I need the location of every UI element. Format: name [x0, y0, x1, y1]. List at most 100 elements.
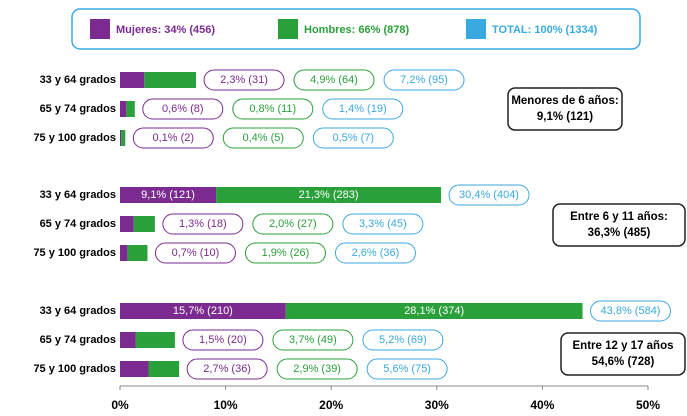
group-box: [507, 87, 623, 131]
legend-swatch: [90, 19, 110, 39]
value-label: 1,4% (19): [339, 103, 387, 115]
value-label: 0,1% (2): [152, 132, 194, 144]
value-label: 2,7% (36): [203, 363, 251, 375]
value-pill: [203, 69, 285, 91]
value-label: 28,1% (374): [404, 305, 464, 317]
bar-segment: [148, 361, 180, 377]
bar-segment: [133, 216, 155, 232]
value-label: 5,2% (69): [379, 334, 427, 346]
bar-segment: [121, 130, 126, 146]
category-label: 33 y 64 grados: [40, 305, 116, 317]
value-label: 1,3% (18): [179, 218, 227, 230]
value-pill: [342, 213, 424, 235]
value-pill: [186, 358, 268, 380]
legend-box: [71, 8, 641, 50]
value-pill: [142, 98, 224, 120]
group-box: [552, 203, 686, 247]
value-pill: [252, 213, 334, 235]
bar-segment: [127, 245, 148, 261]
category-label: 75 y 100 grados: [33, 247, 116, 259]
bar-segment: [216, 187, 442, 203]
value-label: 43,8% (584): [601, 305, 661, 317]
category-label: 33 y 64 grados: [40, 189, 116, 201]
category-label: 33 y 64 grados: [40, 74, 116, 86]
legend-swatch: [278, 19, 298, 39]
value-pill: [366, 358, 448, 380]
value-label: 7,2% (95): [400, 74, 448, 86]
value-pill: [222, 127, 304, 149]
value-pill: [362, 329, 444, 351]
value-label: 0,7% (10): [172, 247, 220, 259]
value-label: 30,4% (404): [459, 189, 519, 201]
value-pill: [334, 242, 416, 264]
value-pill: [154, 242, 236, 264]
bar-segment: [120, 72, 145, 88]
value-pill: [322, 98, 404, 120]
bar-segment: [126, 101, 135, 117]
value-pill: [272, 329, 354, 351]
value-label: 2,0% (27): [269, 218, 317, 230]
x-tick-label: 30%: [425, 398, 449, 412]
value-label: 1,9% (26): [262, 247, 310, 259]
value-label: 3,7% (49): [289, 334, 337, 346]
value-pill: [590, 300, 672, 322]
bar-segment: [120, 216, 134, 232]
group-box: [560, 332, 686, 376]
value-label: 21,3% (283): [299, 189, 359, 201]
group-name: Entre 6 y 11 años:: [570, 211, 668, 223]
x-tick-label: 50%: [636, 398, 660, 412]
value-label: 2,6% (36): [352, 247, 400, 259]
group-label: 54,6% (728): [592, 356, 655, 368]
x-tick-label: 20%: [319, 398, 343, 412]
bar-segment: [120, 245, 128, 261]
bar-segment: [135, 332, 175, 348]
value-label: 0,5% (7): [332, 132, 374, 144]
category-label: 75 y 100 grados: [33, 132, 116, 144]
group-label: 9,1% (121): [537, 111, 593, 123]
group-label: 36,3% (485): [588, 227, 651, 239]
bar-segment: [120, 101, 127, 117]
value-pill: [244, 242, 326, 264]
value-label: 2,9% (39): [293, 363, 341, 375]
value-label: 2,3% (31): [220, 74, 268, 86]
value-label: 4,9% (64): [310, 74, 358, 86]
category-label: 65 y 74 grados: [40, 334, 116, 346]
group-name: Entre 12 y 17 años: [573, 340, 674, 352]
bar-segment: [120, 361, 149, 377]
category-label: 65 y 74 grados: [40, 103, 116, 115]
value-label: 0,4% (5): [242, 132, 284, 144]
bar-segment: [120, 130, 122, 146]
value-pill: [182, 329, 264, 351]
value-pill: [312, 127, 394, 149]
value-pill: [383, 69, 465, 91]
bar-segment: [120, 332, 136, 348]
value-label: 3,3% (45): [359, 218, 407, 230]
legend-swatch: [466, 19, 486, 39]
bar-segment: [285, 303, 583, 319]
value-pill: [293, 69, 375, 91]
category-label: 75 y 100 grados: [33, 363, 116, 375]
value-pill: [448, 184, 530, 206]
legend-label: Mujeres: 34% (456): [116, 24, 215, 36]
value-pill: [232, 98, 314, 120]
category-label: 65 y 74 grados: [40, 218, 116, 230]
value-pill: [132, 127, 214, 149]
x-tick-label: 40%: [530, 398, 554, 412]
group-name: Menores de 6 años:: [511, 95, 618, 107]
bar-segment: [120, 187, 217, 203]
bar-segment: [120, 303, 286, 319]
x-tick-label: 0%: [111, 398, 129, 412]
value-label: 0,8% (11): [249, 103, 296, 115]
value-label: 9,1% (121): [141, 189, 195, 201]
legend-label: TOTAL: 100% (1334): [492, 24, 598, 36]
value-pill: [276, 358, 358, 380]
value-pill: [162, 213, 244, 235]
value-label: 5,6% (75): [383, 363, 431, 375]
value-label: 1,5% (20): [199, 334, 247, 346]
legend-label: Hombres: 66% (878): [304, 24, 409, 36]
value-label: 15,7% (210): [173, 305, 233, 317]
value-label: 0,6% (8): [162, 103, 204, 115]
x-tick-label: 10%: [214, 398, 238, 412]
bar-segment: [144, 72, 197, 88]
